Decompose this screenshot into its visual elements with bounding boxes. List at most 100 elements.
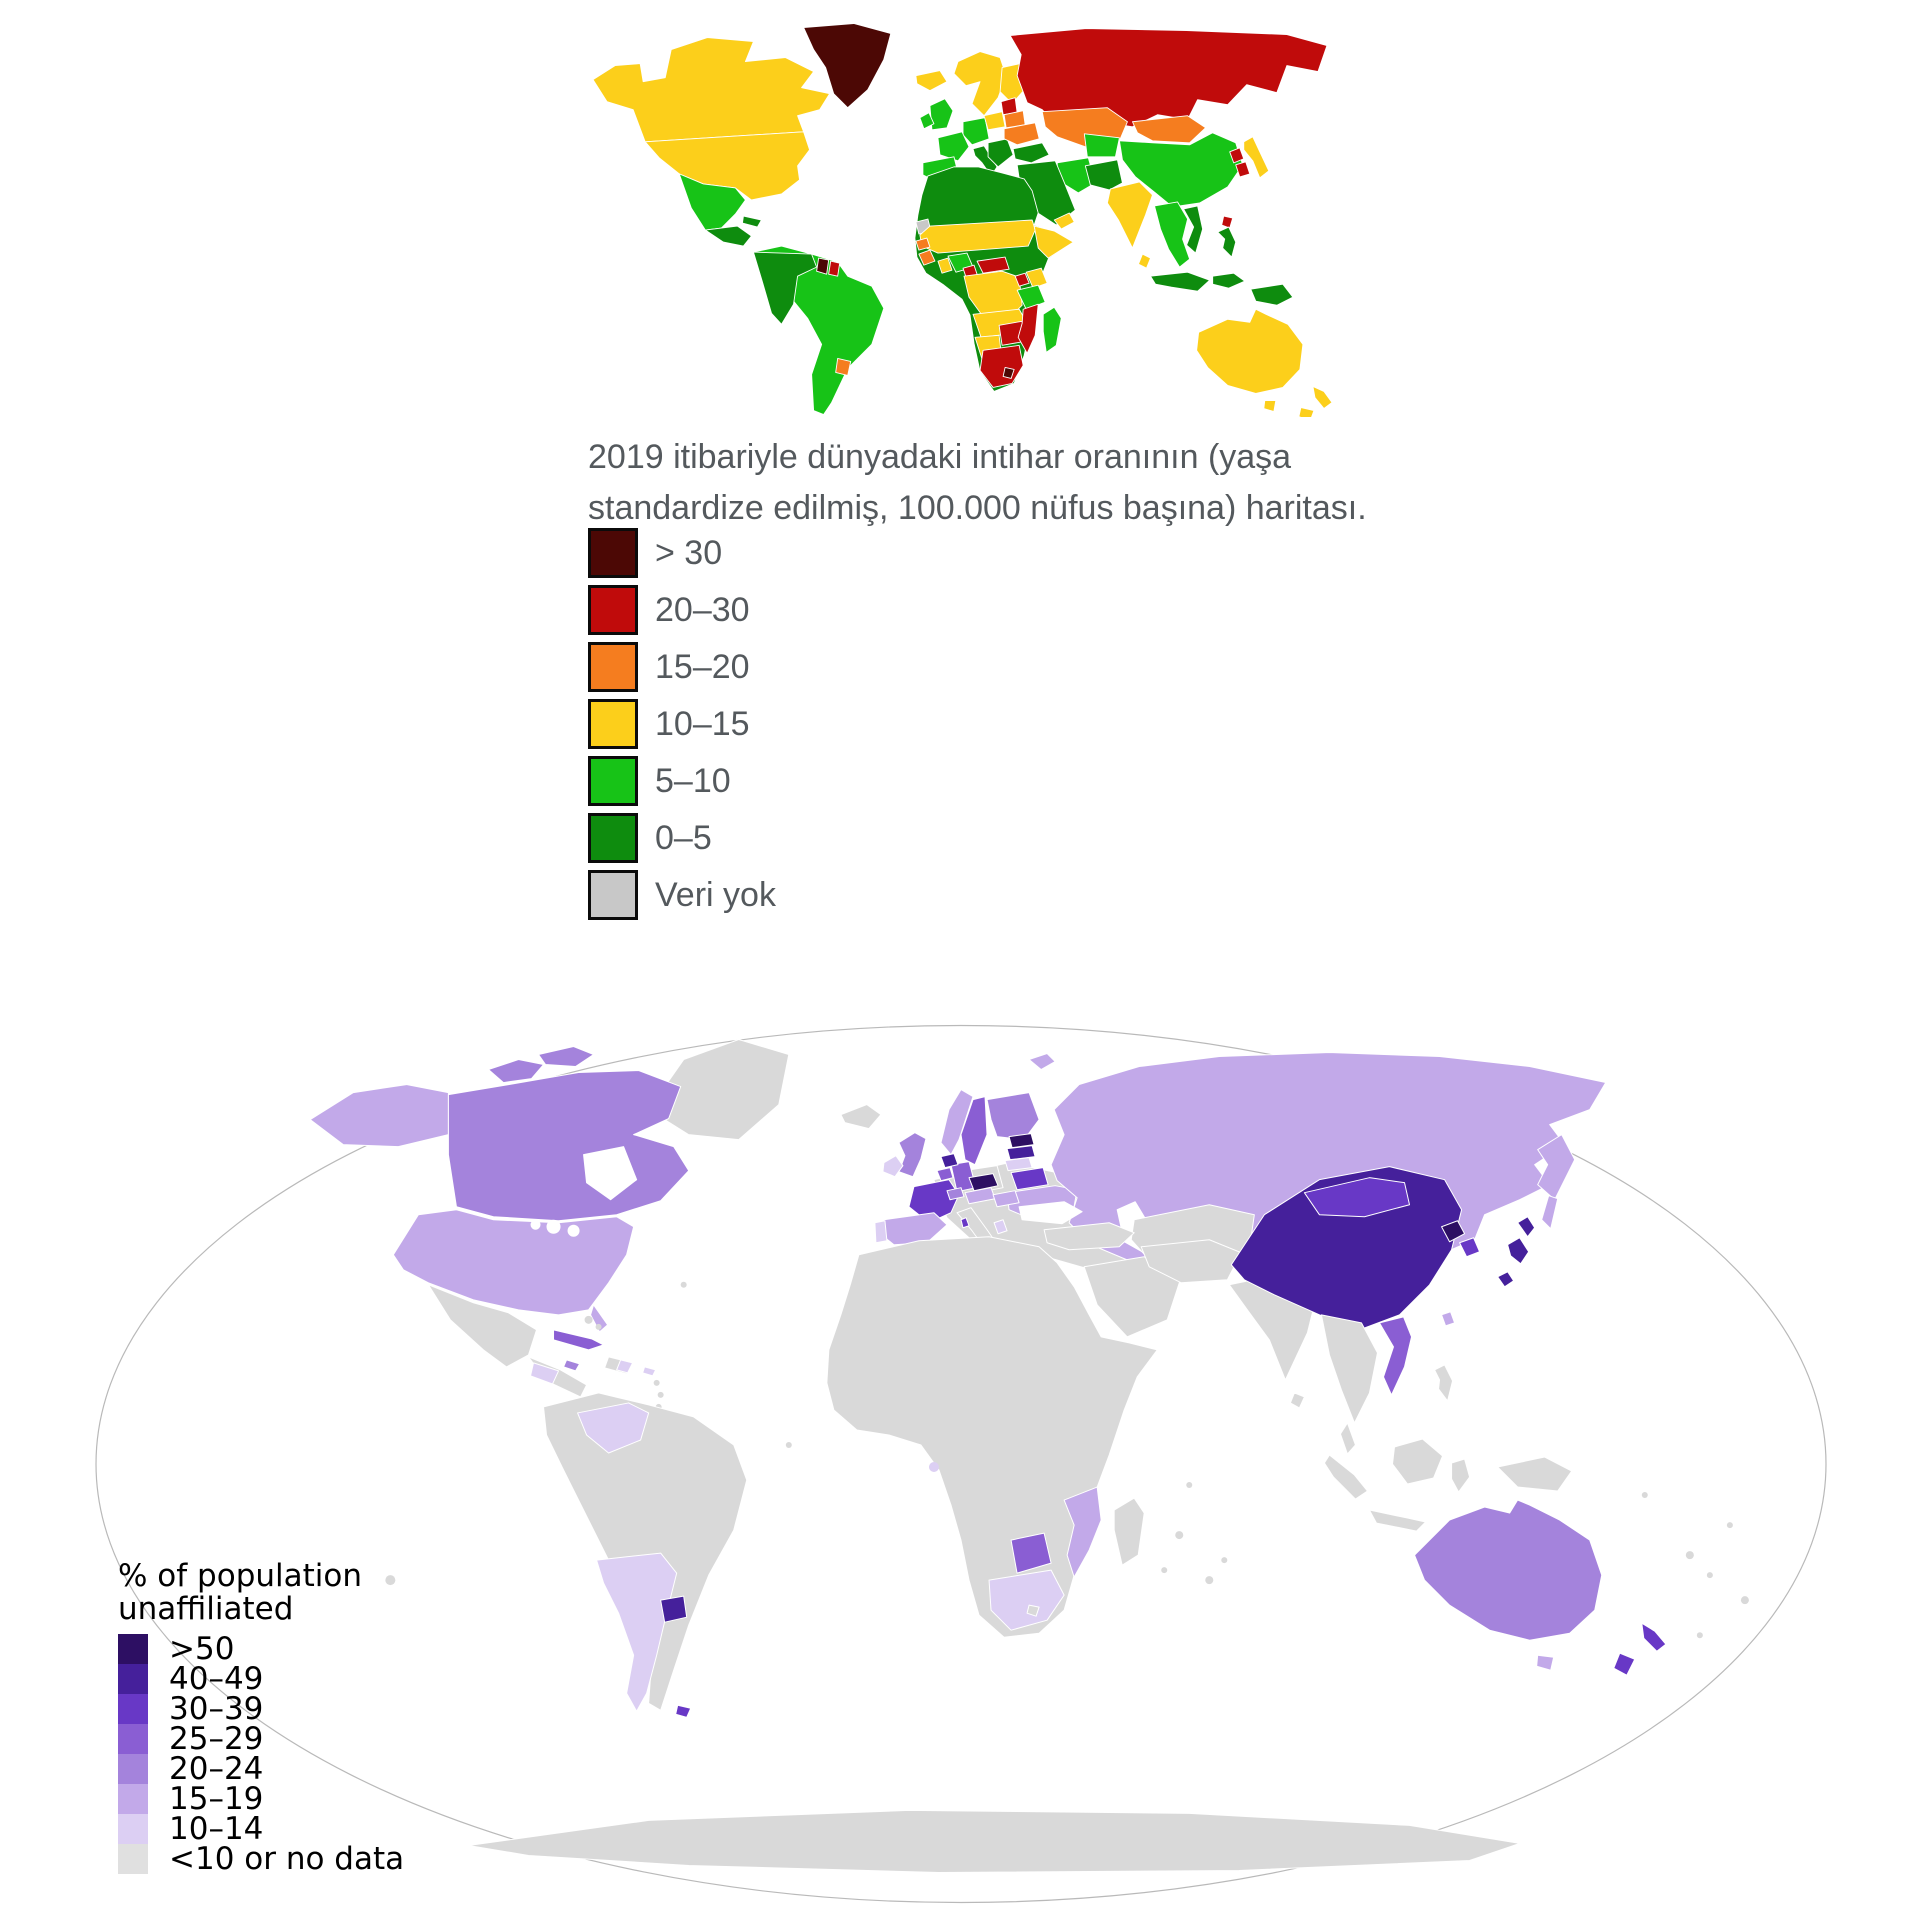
region-canada-alaska — [592, 37, 831, 143]
region-mongolia — [1132, 115, 1207, 144]
legend-swatch — [588, 585, 638, 635]
legend-label: 25–29 — [169, 1721, 264, 1757]
legend-item-5: 20–24 — [118, 1754, 404, 1785]
region-iceland — [840, 1104, 882, 1130]
region-uruguay — [660, 1595, 688, 1623]
region-balkans — [987, 138, 1014, 168]
legend-item-2: 40–49 — [118, 1664, 404, 1695]
hudson-bay — [583, 1146, 638, 1201]
legend-label: 20–30 — [655, 590, 750, 629]
region-alaska — [309, 1084, 449, 1148]
legend-item-7: 10–14 — [118, 1814, 404, 1845]
region-new-guinea — [1497, 1456, 1573, 1492]
region-island — [1740, 1596, 1749, 1605]
region-uruguay — [835, 357, 852, 376]
region-lesotho — [1002, 366, 1015, 379]
region-uganda — [1014, 272, 1030, 287]
region-guinea — [918, 249, 936, 266]
region-usa — [392, 1209, 635, 1316]
region-central-asia — [1083, 133, 1120, 158]
region-central-europe — [962, 117, 990, 146]
great-lakes — [546, 1219, 561, 1234]
region-india — [1106, 181, 1153, 249]
region-usa — [644, 131, 811, 201]
region-island — [1696, 1632, 1703, 1639]
region-yemen-oman — [1053, 212, 1075, 230]
legend-item-4: 25–29 — [118, 1721, 404, 1757]
region-japan-south — [1497, 1271, 1515, 1288]
region-senegal — [915, 237, 931, 251]
region-ukraine — [1003, 122, 1040, 146]
legend-label: Veri yok — [655, 875, 776, 914]
region-island — [657, 1391, 664, 1398]
region-island — [385, 1575, 396, 1586]
legend-item-5: 5–10 — [588, 756, 776, 806]
region-australia — [1414, 1499, 1603, 1641]
legend-swatch — [588, 642, 638, 692]
legend-swatch — [118, 1814, 148, 1844]
region-se-asia-mainland — [1154, 201, 1191, 268]
map-caption: 2019 itibariyle dünyadaki intihar oranın… — [588, 432, 1388, 534]
region-mexico — [427, 1284, 538, 1368]
great-lakes — [567, 1224, 580, 1237]
region-island — [1706, 1572, 1713, 1579]
region-vietnam — [1183, 205, 1204, 254]
region-north-korea — [1441, 1220, 1466, 1243]
region-andes-west — [752, 251, 818, 325]
region-albania — [993, 1219, 1008, 1235]
region-canada — [447, 1070, 690, 1222]
region-portugal — [874, 1220, 888, 1244]
region-dominican-republic — [616, 1359, 634, 1374]
region-south-africa — [988, 1569, 1065, 1631]
region-se-asia — [1320, 1314, 1378, 1424]
region-north-korea — [1229, 147, 1245, 164]
region-island — [584, 1315, 593, 1324]
region-philippines — [1217, 226, 1237, 258]
region-sahel — [919, 219, 1036, 254]
legend-item-6: 15–19 — [118, 1784, 404, 1815]
region-switzerland — [946, 1187, 965, 1201]
legend-swatch — [118, 1844, 148, 1874]
legend-label: 0–5 — [655, 818, 712, 857]
projection-frame — [95, 1024, 1827, 1904]
suicide-rate-map-svg — [592, 23, 1333, 417]
suicide-rate-map-image[interactable] — [585, 15, 1337, 417]
region-lesotho — [1026, 1604, 1040, 1617]
region-java — [1368, 1509, 1427, 1532]
region-guyana — [816, 257, 830, 275]
legend-swatch — [118, 1754, 148, 1784]
legend-label: 30–39 — [169, 1691, 264, 1727]
region-antarctica — [467, 1809, 1521, 1873]
region-island — [1221, 1557, 1228, 1564]
region-jamaica — [563, 1359, 581, 1372]
region-france — [937, 131, 970, 162]
unaffiliated-map-image[interactable]: % of population unaffiliated >50 40–49 30–… — [88, 1012, 1830, 1908]
region-japan-north — [1517, 1216, 1536, 1238]
region-estonia — [1008, 1133, 1035, 1149]
region-greenland — [803, 23, 892, 109]
legend-label: 5–10 — [655, 761, 731, 800]
region-new-zealand-north — [1312, 386, 1333, 409]
region-france — [908, 1179, 960, 1224]
region-iceland — [915, 70, 948, 92]
region-finland — [986, 1092, 1040, 1141]
region-island — [1161, 1567, 1168, 1574]
region-australia — [1196, 308, 1304, 394]
black-sea — [1018, 1201, 1083, 1225]
region-kenya — [1025, 267, 1048, 289]
region-sri-lanka — [1289, 1392, 1305, 1409]
region-south-korea — [1235, 161, 1251, 178]
legend-item-3: 15–20 — [588, 642, 776, 692]
region-new-zealand-south — [1298, 407, 1315, 417]
legend-swatch — [118, 1724, 148, 1754]
region-lithuania — [1004, 1157, 1033, 1172]
unaffiliated-map-legend: % of population unaffiliated >50 40–49 30–… — [118, 1560, 404, 1875]
legend-label: 15–20 — [655, 647, 750, 686]
map-caption-line2: standardize edilmiş, 100.000 nüfus başın… — [588, 489, 1367, 527]
region-china — [1118, 132, 1244, 208]
legend-item-6: 0–5 — [588, 813, 776, 863]
region-falkland-islands — [675, 1704, 692, 1718]
region-sri-lanka — [1138, 253, 1151, 269]
region-corsica — [960, 1217, 970, 1229]
region-island — [595, 1323, 602, 1330]
